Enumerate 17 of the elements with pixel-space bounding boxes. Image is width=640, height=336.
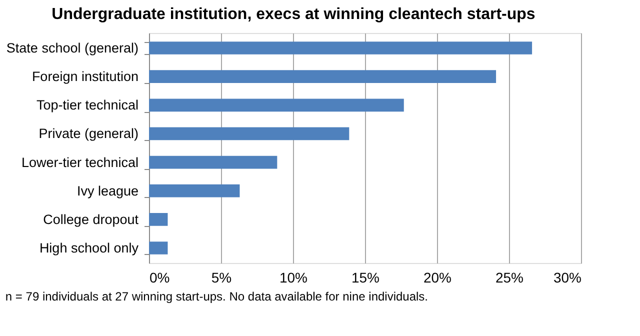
y-tick-label: Top-tier technical (36, 98, 138, 113)
text: n = 79 individuals at 27 winning start-ups. No data available for nine individuals. (5, 290, 428, 304)
x-tick-label: 15% (351, 270, 380, 286)
y-tick-label: Lower-tier technical (21, 154, 138, 170)
x-tick-label: 0% (150, 270, 170, 286)
y-tick-label: High school only (39, 240, 139, 256)
x-tick-label: 20% (423, 270, 452, 286)
y-tick-label: Ivy league (76, 183, 138, 198)
x-tick-label: 10% (279, 270, 308, 286)
chart-title: Undergraduate institution, execs at winning cleantech start-ups (52, 6, 536, 23)
y-tick-label: Foreign institution (32, 69, 138, 84)
x-tick-label: 25% (495, 270, 524, 286)
y-tick-label: State school (general) (6, 40, 138, 56)
y-tick-label: Private (general) (38, 126, 138, 142)
y-tick-label: College dropout (43, 212, 139, 227)
x-tick-label: 30% (553, 270, 582, 286)
x-tick-label: 5% (211, 270, 232, 286)
